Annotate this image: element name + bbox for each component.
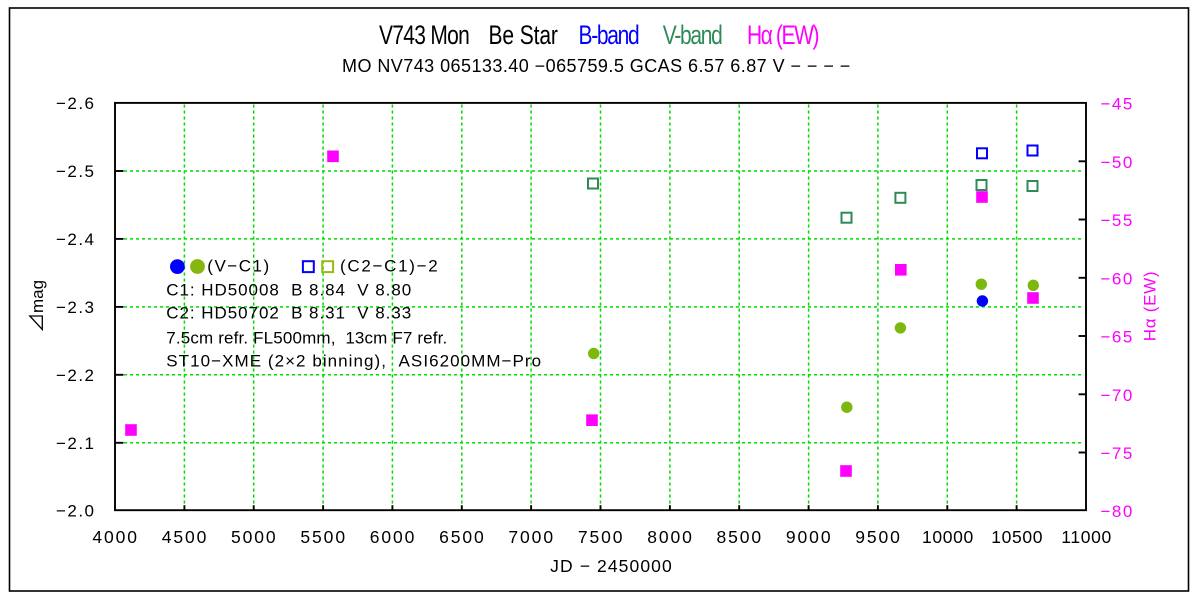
svg-text:V743 Mon: V743 Mon <box>379 20 469 50</box>
svg-text:C2: HD50702 B 8.31 V 8.33: C2: HD50702 B 8.31 V 8.33 <box>166 303 412 322</box>
svg-text:7000: 7000 <box>508 527 555 547</box>
svg-text:Hα (EW): Hα (EW) <box>747 20 819 50</box>
svg-text:C1: HD50008 B 8.84 V 8.80: C1: HD50008 B 8.84 V 8.80 <box>166 280 412 299</box>
svg-text:−60: −60 <box>1101 270 1134 289</box>
svg-text:ST10−XME (2×2 binning), ASI62: ST10−XME (2×2 binning), ASI6200MM−Pro <box>166 351 542 370</box>
svg-text:−75: −75 <box>1101 444 1134 463</box>
svg-text:−50: −50 <box>1101 153 1134 172</box>
svg-text:−65: −65 <box>1101 328 1134 347</box>
svg-text:V-band: V-band <box>663 20 722 50</box>
svg-text:10500: 10500 <box>991 527 1043 547</box>
svg-text:Be Star: Be Star <box>489 20 558 50</box>
svg-text:8500: 8500 <box>717 527 764 547</box>
svg-text:−45: −45 <box>1101 95 1134 114</box>
svg-text:4000: 4000 <box>92 527 139 547</box>
svg-text:B-band: B-band <box>579 20 639 50</box>
svg-text:−2.5: −2.5 <box>56 162 96 181</box>
svg-text:−2.2: −2.2 <box>56 366 96 385</box>
svg-text:5500: 5500 <box>300 527 347 547</box>
svg-text:7500: 7500 <box>578 527 625 547</box>
svg-text:4500: 4500 <box>162 527 209 547</box>
svg-text:−2.6: −2.6 <box>56 94 96 113</box>
svg-text:mag: mag <box>28 280 47 313</box>
svg-text:7.5cm refr. FL500mm, 13cm F7: 7.5cm refr. FL500mm, 13cm F7 refr. <box>166 328 447 347</box>
svg-text:11000: 11000 <box>1061 527 1112 547</box>
svg-text:6000: 6000 <box>370 527 417 547</box>
svg-text:−80: −80 <box>1101 502 1134 521</box>
svg-text:8000: 8000 <box>647 527 694 547</box>
svg-text:−2.0: −2.0 <box>56 501 96 520</box>
svg-text:5000: 5000 <box>231 527 278 547</box>
svg-text:Hα (EW): Hα (EW) <box>1141 271 1160 341</box>
svg-text:9500: 9500 <box>855 527 902 547</box>
svg-text:−70: −70 <box>1101 386 1134 405</box>
svg-text:−55: −55 <box>1101 211 1134 230</box>
svg-text:JD − 2450000: JD − 2450000 <box>550 556 673 576</box>
svg-text:6500: 6500 <box>439 527 486 547</box>
svg-text:10000: 10000 <box>922 527 974 547</box>
svg-text:(V−C1): (V−C1) <box>207 257 270 276</box>
svg-text:(C2−C1)−2: (C2−C1)−2 <box>340 257 439 276</box>
svg-text:−2.3: −2.3 <box>56 298 96 317</box>
svg-text:9000: 9000 <box>786 527 833 547</box>
svg-text:−2.1: −2.1 <box>56 434 96 453</box>
svg-text:MO NV743 065133.40 −065759.5 G: MO NV743 065133.40 −065759.5 GCAS 6.57 6… <box>342 56 851 76</box>
svg-text:−2.4: −2.4 <box>56 230 96 249</box>
